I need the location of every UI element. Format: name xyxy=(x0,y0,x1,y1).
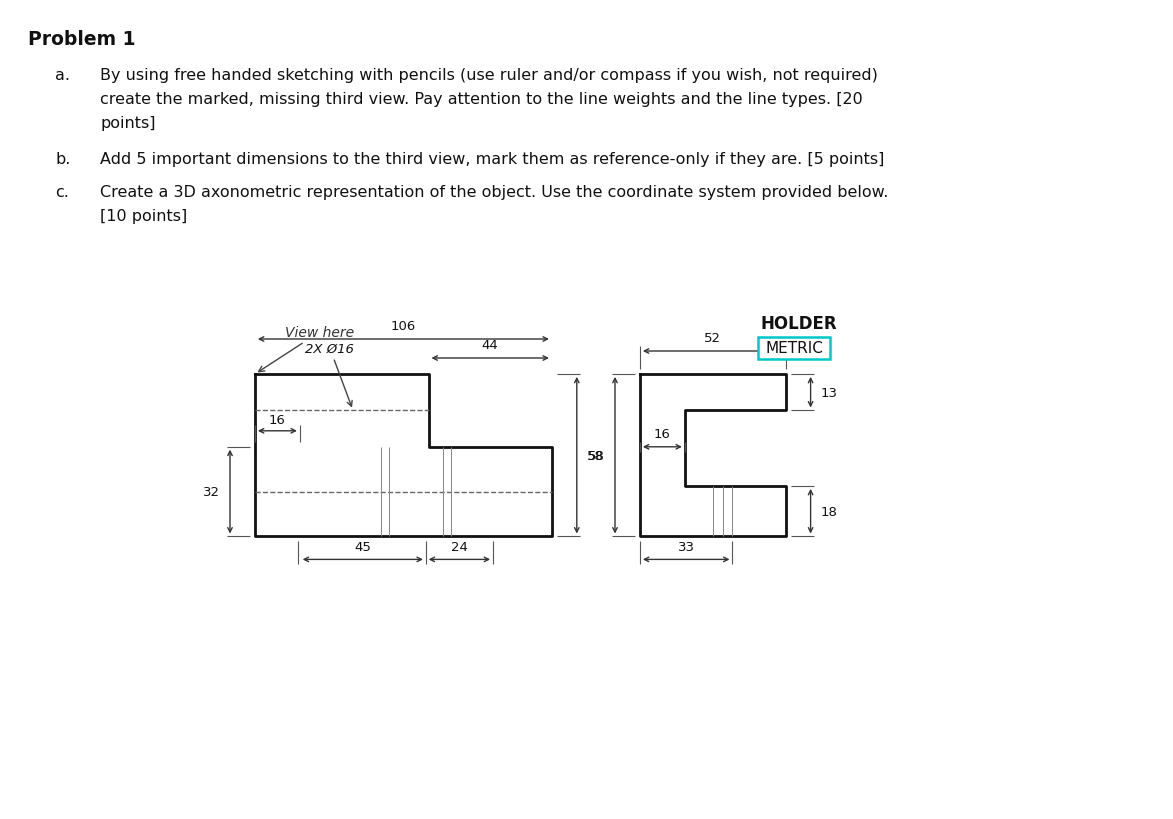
Text: METRIC: METRIC xyxy=(765,341,823,356)
Text: 24: 24 xyxy=(450,541,468,553)
Text: [10 points]: [10 points] xyxy=(100,209,188,224)
Text: 45: 45 xyxy=(354,541,371,553)
Text: View here: View here xyxy=(258,326,354,372)
Text: b.: b. xyxy=(55,152,70,167)
Bar xyxy=(758,337,830,360)
Text: HOLDER: HOLDER xyxy=(760,314,836,333)
Text: 16: 16 xyxy=(269,414,286,427)
Text: 52: 52 xyxy=(704,332,721,345)
Text: 18: 18 xyxy=(821,505,838,518)
Text: 44: 44 xyxy=(482,339,499,352)
Text: 58: 58 xyxy=(588,449,605,462)
Text: Problem 1: Problem 1 xyxy=(28,30,136,49)
Text: points]: points] xyxy=(100,115,156,131)
Text: Create a 3D axonometric representation of the object. Use the coordinate system : Create a 3D axonometric representation o… xyxy=(100,185,888,200)
Text: 2X Ø16: 2X Ø16 xyxy=(305,342,354,407)
Text: 106: 106 xyxy=(391,320,416,333)
Text: create the marked, missing third view. Pay attention to the line weights and the: create the marked, missing third view. P… xyxy=(100,92,863,106)
Text: 58: 58 xyxy=(586,449,604,462)
Text: 32: 32 xyxy=(203,486,221,499)
Text: 16: 16 xyxy=(655,428,671,441)
Text: a.: a. xyxy=(55,68,70,83)
Text: 13: 13 xyxy=(821,387,838,399)
Text: By using free handed sketching with pencils (use ruler and/or compass if you wis: By using free handed sketching with penc… xyxy=(100,68,877,83)
Text: c.: c. xyxy=(55,185,69,200)
Text: Add 5 important dimensions to the third view, mark them as reference-only if the: Add 5 important dimensions to the third … xyxy=(100,152,884,167)
Text: 33: 33 xyxy=(678,541,694,553)
